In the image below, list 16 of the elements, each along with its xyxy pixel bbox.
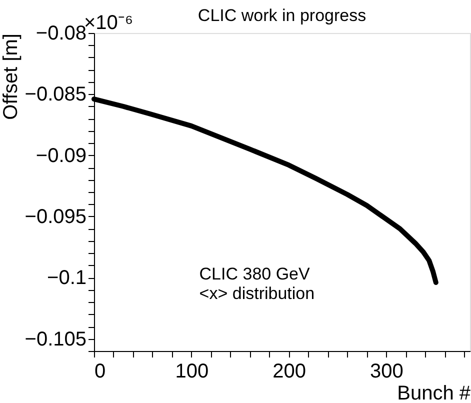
y-tick-label: −0.08 <box>36 22 86 44</box>
x-tick-label: 100 <box>175 360 209 382</box>
x-tick-label: 200 <box>272 360 306 382</box>
annotation: CLIC 380 GeV <box>199 264 310 284</box>
x-tick-label: 0 <box>94 360 106 382</box>
x-axis-title: Bunch # <box>397 382 471 403</box>
y-tick-label: −0.085 <box>24 84 86 106</box>
y-tick-label: −0.095 <box>24 206 86 228</box>
chart-title: CLIC work in progress <box>198 6 366 25</box>
annotation: ×10⁻⁶ <box>84 12 134 34</box>
annotation: <x> distribution <box>199 284 315 303</box>
y-axis-title: Offset [m] <box>0 34 22 120</box>
y-tick-label: −0.09 <box>36 144 86 167</box>
y-tick-label: −0.105 <box>24 328 86 350</box>
y-tick-label: −0.1 <box>47 267 86 290</box>
x-tick-label: 300 <box>370 360 404 382</box>
